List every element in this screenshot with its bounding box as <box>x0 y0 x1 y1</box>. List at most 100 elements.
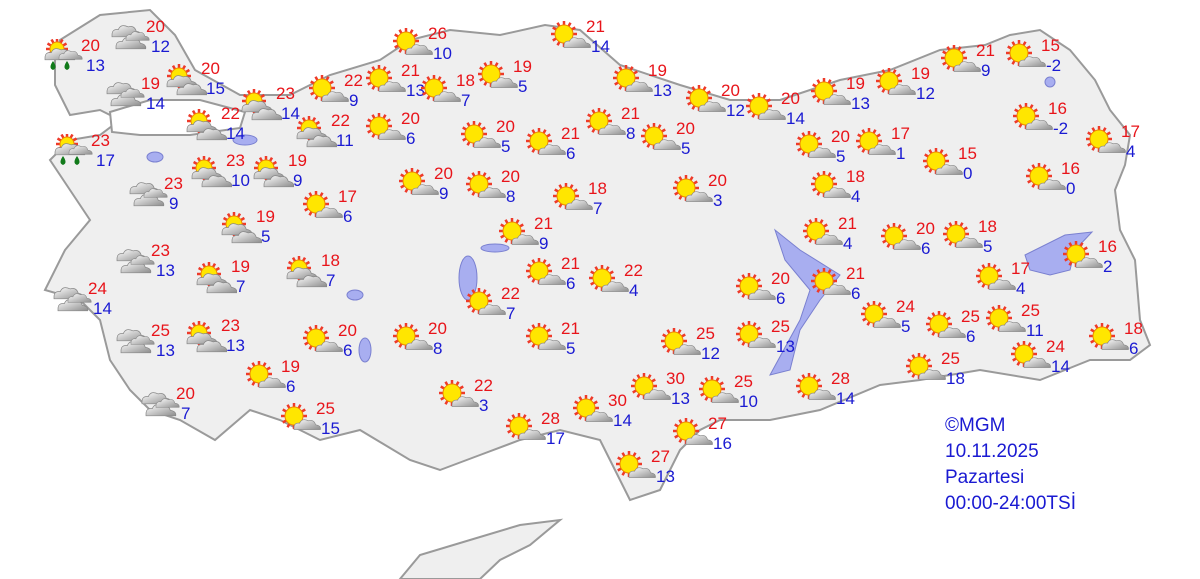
station-forecast: 19 13 <box>613 62 692 126</box>
max-temp: 19 <box>231 257 250 276</box>
mostly-sunny-icon <box>303 325 343 352</box>
forecast-day: Pazartesi <box>945 467 1025 488</box>
station-forecast: 19 9 <box>253 152 332 216</box>
min-temp: 5 <box>518 77 528 96</box>
min-temp: 11 <box>336 131 354 150</box>
mostly-sunny-icon <box>478 61 518 88</box>
mostly-sunny-icon <box>613 65 653 92</box>
min-temp: 18 <box>946 369 965 388</box>
station-forecast: 18 4 <box>811 168 890 232</box>
min-temp: 13 <box>156 341 175 360</box>
mostly-sunny-icon <box>1089 323 1129 350</box>
min-temp: 7 <box>506 304 516 323</box>
max-temp: 16 <box>1048 99 1067 118</box>
max-temp: 18 <box>978 217 997 236</box>
mostly-sunny-icon <box>551 21 591 48</box>
max-temp: 20 <box>781 89 800 108</box>
partly-cloudy-icon <box>286 256 327 288</box>
min-temp: 14 <box>786 109 805 128</box>
cloudy-icon <box>129 182 168 207</box>
partly-cloudy-icon <box>186 109 227 141</box>
mostly-sunny-icon <box>736 321 776 348</box>
min-temp: 6 <box>966 327 976 346</box>
mostly-sunny-icon <box>926 311 966 338</box>
max-temp: 20 <box>146 17 165 36</box>
mostly-sunny-icon <box>1011 341 1051 368</box>
max-temp: 15 <box>1041 36 1060 55</box>
max-temp: 17 <box>891 124 910 143</box>
station-forecast: 21 6 <box>811 265 890 329</box>
max-temp: 21 <box>561 319 580 338</box>
min-temp: 7 <box>593 199 603 218</box>
mostly-sunny-icon <box>923 148 963 175</box>
mostly-sunny-icon <box>986 305 1026 332</box>
mostly-sunny-icon <box>589 265 629 292</box>
station-forecast: 20 13 <box>44 37 125 101</box>
station-forecast: 28 17 <box>506 410 585 474</box>
partly-cloudy-icon <box>221 212 262 244</box>
max-temp: 20 <box>434 164 453 183</box>
station-forecast: 22 14 <box>186 105 265 169</box>
max-temp: 27 <box>651 447 670 466</box>
mostly-sunny-icon <box>699 376 739 403</box>
station-forecast: 19 13 <box>811 75 890 139</box>
min-temp: 0 <box>1066 179 1076 198</box>
mostly-sunny-icon <box>553 183 593 210</box>
station-forecast: 21 8 <box>586 105 665 169</box>
min-temp: 13 <box>406 81 425 100</box>
max-temp: 25 <box>941 349 960 368</box>
min-temp: 8 <box>433 339 443 358</box>
min-temp: 4 <box>843 234 853 253</box>
station-forecast: 19 5 <box>478 58 557 122</box>
min-temp: 6 <box>851 284 861 303</box>
mostly-sunny-icon <box>673 418 713 445</box>
min-temp: 5 <box>681 139 691 158</box>
cloudy-icon <box>111 25 150 50</box>
station-forecast: 25 15 <box>281 400 360 464</box>
max-temp: 20 <box>831 127 850 146</box>
partly-cloudy-icon <box>296 116 337 148</box>
max-temp: 22 <box>624 261 643 280</box>
mostly-sunny-icon <box>1013 103 1053 130</box>
mostly-sunny-icon <box>366 113 406 140</box>
min-temp: 15 <box>321 419 340 438</box>
min-temp: 15 <box>206 79 225 98</box>
max-temp: 20 <box>401 109 420 128</box>
cloudy-icon <box>106 82 145 107</box>
mostly-sunny-icon <box>811 268 851 295</box>
min-temp: 6 <box>343 207 353 226</box>
station-forecast: 18 5 <box>943 218 1022 282</box>
mostly-sunny-icon <box>616 451 656 478</box>
station-forecast: 23 17 <box>54 132 135 196</box>
max-temp: 18 <box>456 71 475 90</box>
min-temp: 10 <box>231 171 250 190</box>
min-temp: 4 <box>629 281 639 300</box>
partly-cloudy-icon <box>241 89 282 121</box>
station-forecast: 20 8 <box>393 320 472 384</box>
station-forecast: 24 5 <box>861 298 940 362</box>
station-forecast: 21 4 <box>803 215 882 279</box>
station-forecast: 20 6 <box>303 322 382 386</box>
max-temp: 25 <box>961 307 980 326</box>
station-forecast: 27 16 <box>673 415 752 479</box>
mostly-sunny-icon <box>526 258 566 285</box>
station-forecast: 21 9 <box>499 215 578 279</box>
station-forecast: 23 13 <box>186 317 265 381</box>
min-temp: 0 <box>963 164 973 183</box>
mostly-sunny-icon <box>246 361 286 388</box>
station-forecast: 25 13 <box>116 322 195 386</box>
max-temp: 21 <box>586 17 605 36</box>
mostly-sunny-icon <box>796 131 836 158</box>
min-temp: 14 <box>591 37 610 56</box>
min-temp: 10 <box>433 44 452 63</box>
station-forecast: 25 13 <box>736 318 815 382</box>
station-forecast: 23 13 <box>116 242 195 306</box>
max-temp: 19 <box>911 64 930 83</box>
min-temp: 5 <box>983 237 993 256</box>
max-temp: 27 <box>708 414 727 433</box>
max-temp: 19 <box>513 57 532 76</box>
mostly-sunny-icon <box>661 328 701 355</box>
mostly-sunny-icon <box>943 221 983 248</box>
max-temp: 23 <box>164 174 183 193</box>
